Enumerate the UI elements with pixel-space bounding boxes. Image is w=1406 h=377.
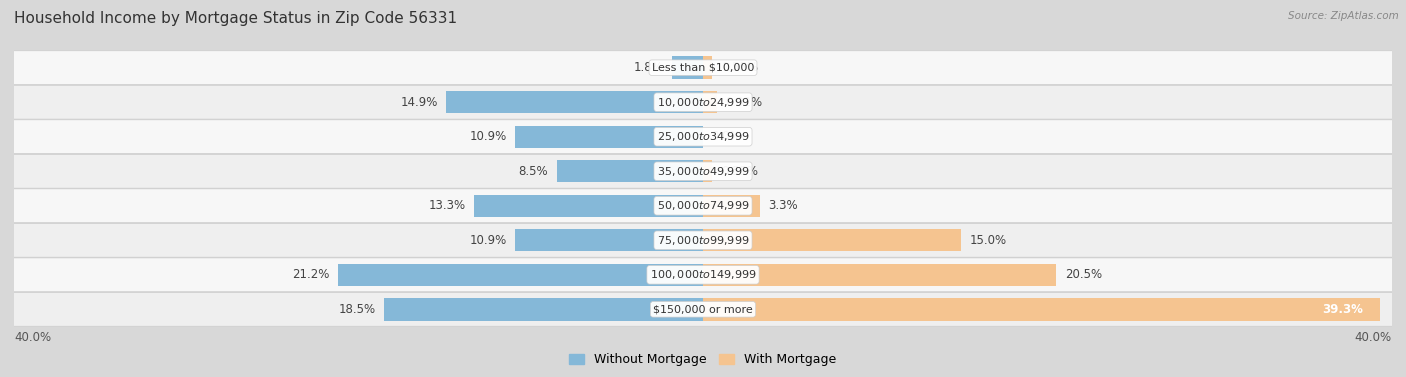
Bar	[557, 160, 703, 182]
Text: $50,000 to $74,999: $50,000 to $74,999	[657, 199, 749, 212]
Text: 0.55%: 0.55%	[721, 61, 758, 74]
Bar	[446, 91, 703, 113]
Bar	[337, 264, 703, 286]
FancyBboxPatch shape	[0, 189, 1406, 223]
FancyBboxPatch shape	[0, 223, 1406, 257]
Text: $25,000 to $34,999: $25,000 to $34,999	[657, 130, 749, 143]
Bar	[515, 229, 703, 251]
Text: Source: ZipAtlas.com: Source: ZipAtlas.com	[1288, 11, 1399, 21]
Text: 0.82%: 0.82%	[725, 96, 763, 109]
Bar	[703, 264, 1056, 286]
Text: 40.0%: 40.0%	[14, 331, 51, 344]
Text: 10.9%: 10.9%	[470, 130, 506, 143]
Text: 3.3%: 3.3%	[769, 199, 799, 212]
Text: 0.0%: 0.0%	[711, 130, 741, 143]
Text: 14.9%: 14.9%	[401, 96, 437, 109]
Bar	[703, 91, 717, 113]
Text: $35,000 to $49,999: $35,000 to $49,999	[657, 165, 749, 178]
Bar	[703, 229, 962, 251]
Text: 15.0%: 15.0%	[970, 234, 1007, 247]
Bar	[672, 57, 703, 79]
Text: 1.8%: 1.8%	[634, 61, 664, 74]
Bar	[703, 195, 759, 217]
Text: 8.5%: 8.5%	[519, 165, 548, 178]
Text: 10.9%: 10.9%	[470, 234, 506, 247]
Text: 39.3%: 39.3%	[1322, 303, 1362, 316]
Legend: Without Mortgage, With Mortgage: Without Mortgage, With Mortgage	[564, 348, 842, 371]
FancyBboxPatch shape	[0, 154, 1406, 188]
Text: 18.5%: 18.5%	[339, 303, 375, 316]
Text: $100,000 to $149,999: $100,000 to $149,999	[650, 268, 756, 281]
Bar	[384, 298, 703, 320]
FancyBboxPatch shape	[0, 51, 1406, 84]
Text: 21.2%: 21.2%	[292, 268, 329, 281]
Text: $150,000 or more: $150,000 or more	[654, 304, 752, 314]
Bar	[703, 57, 713, 79]
Text: 13.3%: 13.3%	[429, 199, 465, 212]
FancyBboxPatch shape	[0, 120, 1406, 154]
Bar	[703, 160, 713, 182]
Text: $75,000 to $99,999: $75,000 to $99,999	[657, 234, 749, 247]
FancyBboxPatch shape	[0, 293, 1406, 326]
FancyBboxPatch shape	[0, 258, 1406, 292]
Text: 20.5%: 20.5%	[1064, 268, 1102, 281]
Text: Less than $10,000: Less than $10,000	[652, 63, 754, 73]
Text: 0.55%: 0.55%	[721, 165, 758, 178]
Text: 40.0%: 40.0%	[1355, 331, 1392, 344]
Bar	[703, 298, 1379, 320]
Bar	[474, 195, 703, 217]
Text: Household Income by Mortgage Status in Zip Code 56331: Household Income by Mortgage Status in Z…	[14, 11, 457, 26]
Bar	[515, 126, 703, 148]
FancyBboxPatch shape	[0, 85, 1406, 119]
Text: $10,000 to $24,999: $10,000 to $24,999	[657, 96, 749, 109]
